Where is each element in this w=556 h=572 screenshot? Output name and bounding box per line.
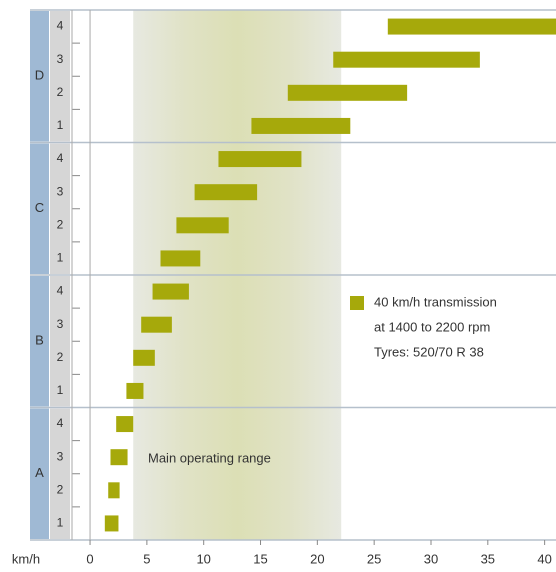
legend-label: 40 km/h transmission	[374, 294, 497, 309]
group-label: D	[35, 68, 44, 83]
x-tick-label: 40	[537, 551, 551, 566]
x-tick-label: 20	[310, 551, 324, 566]
bar	[251, 117, 351, 134]
gear-label: 2	[57, 350, 64, 364]
x-tick-label: 15	[253, 551, 267, 566]
x-tick-label: 25	[367, 551, 381, 566]
bar	[387, 18, 556, 35]
group-label: B	[35, 333, 44, 348]
gear-label: 4	[57, 284, 64, 298]
bar	[104, 515, 119, 532]
bar	[116, 416, 134, 433]
group-cell	[30, 408, 49, 539]
bar	[194, 184, 258, 201]
x-axis-label: km/h	[12, 551, 40, 566]
bar	[108, 482, 120, 499]
annotation: Tyres: 520/70 R 38	[374, 344, 484, 359]
gear-cell	[50, 276, 70, 407]
gear-label: 4	[57, 151, 64, 165]
group-label: C	[35, 200, 44, 215]
operating-range-label: Main operating range	[148, 450, 271, 465]
gear-label: 3	[57, 317, 64, 331]
x-tick-label: 35	[481, 551, 495, 566]
bar	[141, 316, 172, 333]
gear-label: 1	[57, 118, 64, 132]
legend-swatch	[350, 296, 364, 310]
x-tick-label: 5	[143, 551, 150, 566]
bar	[218, 151, 302, 168]
bar	[152, 283, 189, 300]
bar	[160, 250, 201, 267]
bar	[176, 217, 229, 234]
group-cell	[30, 11, 49, 142]
gear-cell	[50, 11, 70, 142]
gear-label: 3	[57, 184, 64, 198]
bar	[126, 382, 144, 399]
x-tick-label: 10	[196, 551, 210, 566]
gear-label: 3	[57, 449, 64, 463]
gear-label: 1	[57, 383, 64, 397]
bar	[333, 51, 480, 68]
gear-cell	[50, 408, 70, 539]
gear-label: 2	[57, 482, 64, 496]
group-cell	[30, 143, 49, 274]
gear-cell	[50, 143, 70, 274]
gear-label: 1	[57, 251, 64, 265]
gear-label: 2	[57, 217, 64, 231]
gear-label: 3	[57, 52, 64, 66]
bar	[133, 349, 155, 366]
gear-label: 1	[57, 516, 64, 530]
bar	[110, 449, 128, 466]
gear-label: 4	[57, 19, 64, 33]
group-label: A	[35, 465, 44, 480]
gear-label: 2	[57, 85, 64, 99]
group-cell	[30, 276, 49, 407]
bar	[287, 84, 408, 101]
annotation: at 1400 to 2200 rpm	[374, 319, 490, 334]
x-tick-label: 0	[86, 551, 93, 566]
x-tick-label: 30	[424, 551, 438, 566]
gear-label: 4	[57, 416, 64, 430]
